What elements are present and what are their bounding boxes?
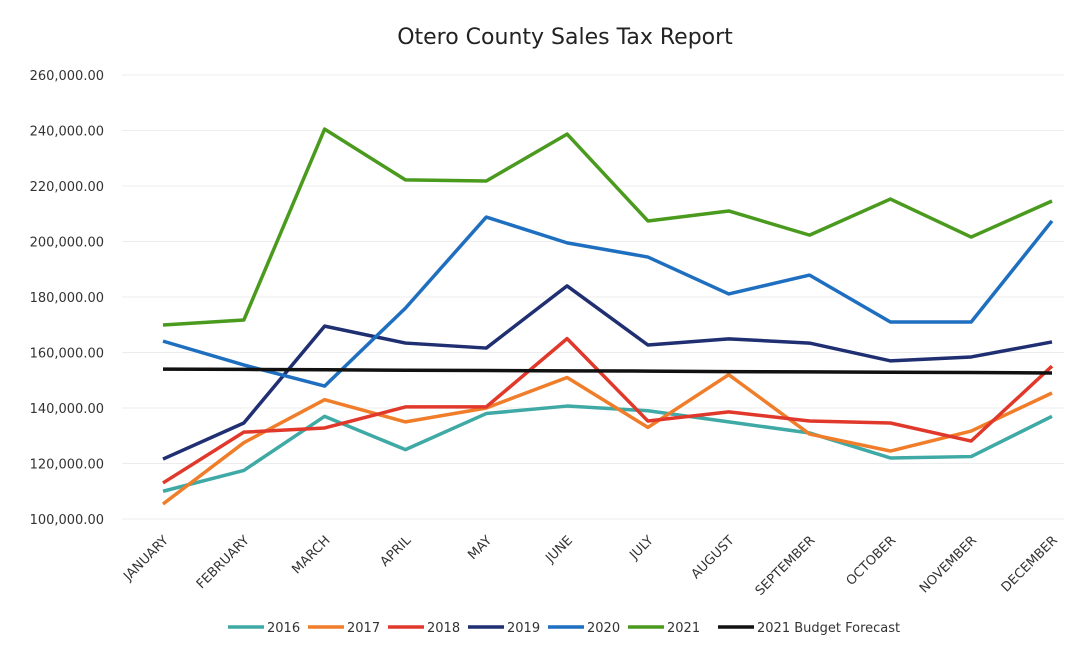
x-tick-label: AUGUST (689, 533, 738, 582)
x-tick-label: SEPTEMBER (753, 533, 819, 599)
series-line (162, 127, 1053, 327)
x-tick-label: JUNE (542, 533, 575, 566)
x-tick-label: JANUARY (120, 533, 172, 585)
y-tick-label: 100,000.00 (30, 513, 104, 528)
series-line (161, 372, 1053, 506)
x-tick-label: NOVEMBER (917, 533, 980, 596)
legend-label: 2017 (347, 621, 380, 636)
y-tick-label: 220,000.00 (30, 180, 104, 195)
chart-title: Otero County Sales Tax Report (397, 25, 733, 50)
x-tick-label: MAY (465, 533, 495, 563)
y-tick-label: 140,000.00 (30, 402, 104, 417)
x-tick-label: APRIL (378, 533, 415, 570)
legend-label: 2020 (587, 621, 620, 636)
series-line (162, 336, 1054, 485)
y-tick-label: 200,000.00 (30, 236, 104, 251)
legend-label: 2019 (507, 621, 540, 636)
y-tick-label: 120,000.00 (30, 458, 104, 473)
y-tick-label: 180,000.00 (30, 291, 104, 306)
y-tick-label: 240,000.00 (30, 125, 104, 140)
series-line (162, 284, 1053, 461)
legend-label: 2021 Budget Forecast (757, 621, 900, 636)
series-line (162, 215, 1054, 388)
x-tick-label: DECEMBER (999, 533, 1061, 595)
x-tick-label: OCTOBER (844, 533, 900, 589)
x-tick-label: MARCH (289, 533, 333, 577)
legend-label: 2018 (427, 621, 460, 636)
legend-label: 2021 (667, 621, 700, 636)
x-tick-label: JULY (626, 533, 656, 563)
series-line (162, 404, 1053, 493)
legend-label: 2016 (267, 621, 300, 636)
y-tick-label: 260,000.00 (30, 69, 104, 84)
y-tick-label: 160,000.00 (30, 347, 104, 362)
x-tick-label: FEBRUARY (194, 533, 253, 592)
series-line (162, 367, 1053, 375)
